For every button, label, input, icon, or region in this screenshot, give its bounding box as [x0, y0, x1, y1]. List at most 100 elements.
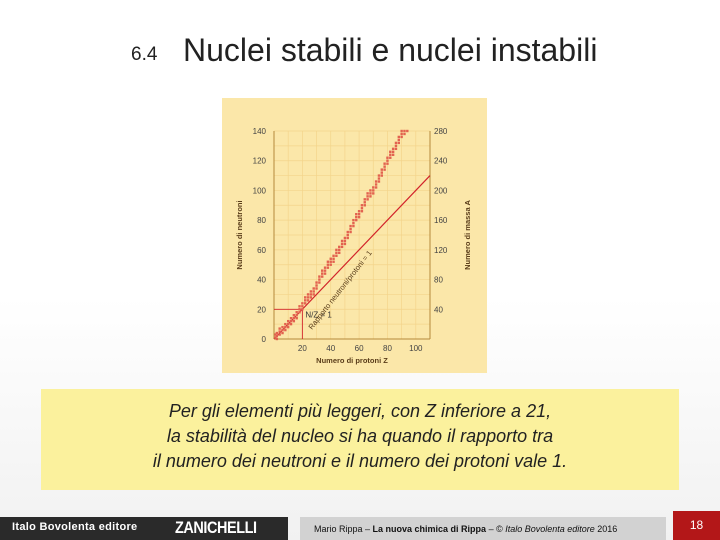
stability-point	[286, 322, 290, 326]
y2-tick-label: 200	[434, 186, 448, 195]
stability-chart: 0 20 40 60 80 100 120 140 40 80 120 160 200 240 280 20 4…	[222, 98, 487, 373]
stability-point	[292, 314, 296, 317]
stability-point	[274, 336, 277, 339]
stability-point	[389, 156, 392, 159]
stability-point	[315, 281, 318, 284]
credit-author: Mario Rippa –	[314, 524, 373, 534]
stability-point	[357, 210, 361, 213]
zanichelli-logo: ZANICHELLI	[175, 518, 257, 537]
y2-tick-label: 280	[434, 127, 448, 136]
y-tick-label: 80	[257, 216, 266, 225]
stability-point	[374, 180, 378, 183]
stability-point	[281, 328, 284, 332]
stability-point	[343, 239, 347, 243]
stability-point	[400, 132, 403, 136]
y-tick-label: 120	[253, 157, 267, 166]
stability-point	[403, 129, 406, 133]
stability-point	[326, 263, 330, 266]
stability-point	[383, 168, 386, 171]
stability-point	[377, 174, 381, 177]
stability-point	[304, 302, 307, 305]
y2-tick-label: 40	[434, 305, 443, 314]
stability-point	[335, 254, 338, 257]
stability-point	[306, 296, 310, 299]
stability-point	[298, 308, 301, 311]
stability-point	[383, 165, 386, 168]
stability-point	[360, 204, 364, 207]
stability-point	[312, 287, 315, 290]
stability-point	[329, 257, 332, 260]
stability-point	[346, 230, 349, 234]
stability-point	[383, 162, 386, 165]
credit-year: 2016	[594, 524, 618, 534]
stability-point	[304, 299, 307, 302]
x-tick-label: 100	[409, 344, 423, 353]
stability-point	[275, 337, 279, 341]
y2-tick-label: 120	[434, 246, 448, 255]
stability-point	[343, 236, 347, 240]
stability-point	[380, 168, 383, 171]
stability-point	[326, 260, 330, 263]
stability-point	[346, 236, 349, 240]
stability-point	[306, 293, 310, 296]
stability-point	[394, 141, 398, 145]
x-tick-label: 60	[355, 344, 364, 353]
stability-point	[363, 201, 366, 204]
y-tick-label: 100	[253, 186, 267, 195]
stability-point	[355, 215, 358, 219]
stability-point	[304, 296, 307, 299]
y-tick-label: 40	[257, 276, 266, 285]
stability-point	[397, 141, 400, 145]
stability-point	[372, 189, 375, 192]
stability-point	[312, 290, 315, 293]
slide-title: Nuclei stabili e nuclei instabili	[183, 32, 598, 68]
caption-line-3: il numero dei neutroni e il numero dei p…	[152, 451, 568, 471]
stability-point	[318, 275, 321, 278]
stability-point	[323, 269, 327, 272]
footer-credit-bar: Mario Rippa – La nuova chimica di Rippa …	[300, 517, 666, 540]
stability-point	[349, 230, 352, 234]
stability-point	[278, 327, 281, 330]
stability-point	[332, 257, 335, 260]
stability-point	[340, 245, 344, 249]
stability-point	[372, 186, 375, 189]
stability-point	[315, 284, 318, 287]
stability-point	[289, 319, 293, 323]
y2-axis-label: Numero di massa A	[463, 200, 472, 270]
stability-point	[391, 153, 395, 156]
stability-point	[281, 331, 284, 335]
stability-point	[309, 290, 313, 293]
stability-point	[298, 305, 301, 308]
italo-bovolenta-logo: Italo Bovolenta editore	[12, 521, 138, 533]
stability-point	[284, 322, 287, 326]
stability-point	[289, 317, 293, 320]
stability-point	[374, 183, 378, 186]
stability-point	[338, 251, 341, 255]
stability-point	[394, 147, 398, 151]
stability-point	[397, 138, 400, 142]
stability-point	[321, 275, 324, 278]
y-tick-label: 20	[257, 305, 266, 314]
stability-point	[386, 159, 389, 162]
stability-point	[309, 293, 313, 296]
stability-point	[329, 263, 332, 266]
stability-point	[323, 272, 327, 275]
stability-point	[352, 221, 355, 225]
stability-point	[355, 213, 358, 216]
footer-brand-bar: Italo Bovolenta editore ZANICHELLI	[0, 517, 288, 540]
stability-point	[338, 248, 341, 252]
stability-point	[400, 129, 403, 133]
y-tick-label: 60	[257, 246, 266, 255]
credit-book: La nuova chimica di Rippa	[372, 524, 487, 534]
footer: Italo Bovolenta editore ZANICHELLI Mario…	[0, 511, 720, 540]
stability-point	[326, 266, 330, 269]
credit-sep: – ©	[486, 524, 506, 534]
stability-point	[274, 333, 277, 336]
stability-point	[369, 189, 372, 192]
stability-point	[289, 322, 293, 326]
stability-point	[284, 325, 287, 329]
stability-point	[352, 218, 355, 222]
stability-point	[275, 334, 279, 338]
stability-point	[360, 210, 364, 213]
stability-point	[286, 319, 290, 323]
